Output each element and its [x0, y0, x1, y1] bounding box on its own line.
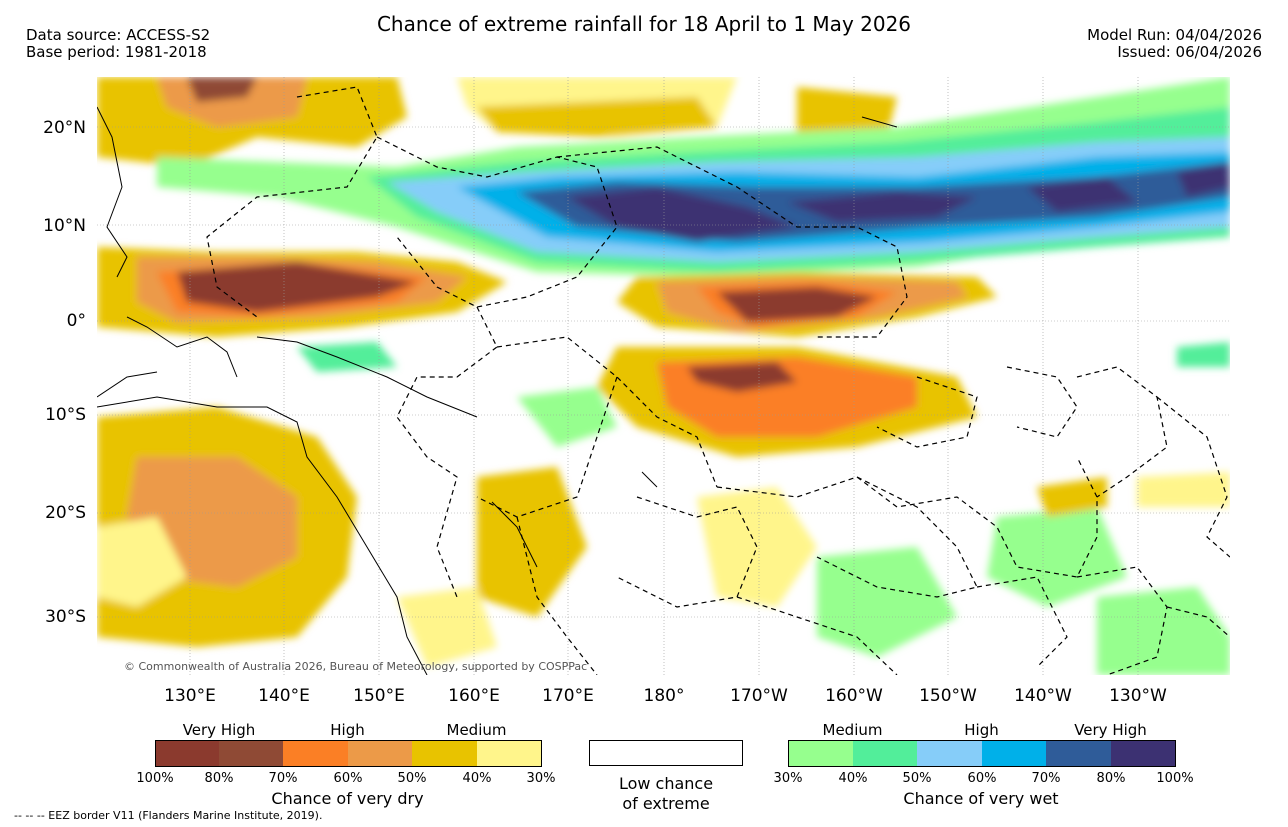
low-chance-line2: of extreme: [622, 794, 710, 813]
lat-label-20s: 20°S: [45, 503, 86, 523]
lon-label-170e: 170°E: [542, 686, 594, 706]
model-run-info: Model Run: 04/04/2026 Issued: 06/04/2026: [1087, 27, 1262, 61]
dry-caption: Chance of very dry: [271, 789, 424, 808]
wet-swatch-4: [1046, 740, 1111, 766]
dry-header-very-high: Very High: [182, 721, 256, 739]
wet-swatch-1: [853, 740, 917, 766]
low-chance-swatch: [589, 740, 743, 766]
wet-tick-4: 70%: [1031, 771, 1061, 786]
map-title: Chance of extreme rainfall for 18 April …: [376, 12, 912, 36]
copyright-credit: © Commonwealth of Australia 2026, Bureau…: [124, 660, 588, 673]
base-period-text: Base period: 1981-2018: [26, 43, 207, 61]
dry-swatch-2: [283, 740, 348, 766]
wet-tick-3: 60%: [967, 771, 997, 786]
lon-label-160e: 160°E: [448, 686, 500, 706]
wet-tick-6: 100%: [1156, 771, 1194, 786]
dry-tick-2: 70%: [268, 771, 298, 786]
dry-tick-3: 60%: [333, 771, 363, 786]
data-source-info: Data source: ACCESS-S2 Base period: 1981…: [26, 27, 210, 61]
lat-label-10s: 10°S: [45, 405, 86, 425]
lon-label-130w: 130°W: [1109, 686, 1167, 706]
coastlines: [97, 106, 898, 675]
low-chance-label: Low chance of extreme: [589, 774, 743, 814]
dry-colorbar-frame: [155, 740, 542, 767]
wet-tick-0: 30%: [773, 771, 803, 786]
wet-caption: Chance of very wet: [903, 789, 1059, 808]
graticule: [97, 77, 1230, 675]
wet-tick-2: 50%: [902, 771, 932, 786]
wet-header-high: High: [964, 721, 999, 739]
dry-tick-0: 100%: [136, 771, 174, 786]
low-chance-line1: Low chance: [618, 774, 714, 793]
dry-swatch-3: [348, 740, 412, 766]
dry-swatch-5: [477, 740, 541, 766]
lat-label-20n: 20°N: [43, 118, 86, 138]
lon-label-150e: 150°E: [353, 686, 405, 706]
wet-swatch-0: [788, 740, 853, 766]
lon-label-180: 180°: [643, 686, 685, 706]
wet-tick-5: 80%: [1096, 771, 1126, 786]
dry-tick-5: 40%: [462, 771, 492, 786]
wet-header-medium: Medium: [822, 721, 883, 739]
wet-tick-1: 40%: [838, 771, 868, 786]
eez-borders: [206, 86, 1230, 675]
lon-label-150w: 150°W: [919, 686, 977, 706]
dry-swatch-1: [219, 740, 283, 766]
dry-tick-6: 30%: [526, 771, 556, 786]
data-source-text: Data source: ACCESS-S2: [26, 26, 211, 44]
lat-label-10n: 10°N: [43, 216, 86, 236]
lon-label-160w: 160°W: [825, 686, 883, 706]
dry-swatch-0: [155, 740, 219, 766]
rainfall-map: [97, 77, 1230, 675]
lon-label-170w: 170°W: [730, 686, 788, 706]
wet-swatch-3: [982, 740, 1046, 766]
lon-label-130e: 130°E: [164, 686, 216, 706]
dry-swatch-4: [412, 740, 477, 766]
lat-label-0: 0°: [66, 311, 86, 331]
wet-swatch-5: [1111, 740, 1175, 766]
dry-tick-1: 80%: [204, 771, 234, 786]
wet-colorbar-frame: [788, 740, 1176, 767]
model-run-text: Model Run: 04/04/2026: [1087, 26, 1262, 44]
lat-label-30s: 30°S: [45, 607, 86, 627]
issued-text: Issued: 06/04/2026: [1117, 43, 1262, 61]
dry-header-high: High: [330, 721, 365, 739]
eez-footnote: -- -- -- EEZ border V11 (Flanders Marine…: [14, 809, 323, 822]
dry-header-medium: Medium: [446, 721, 507, 739]
lon-label-140e: 140°E: [258, 686, 310, 706]
rainfall-field: [97, 77, 1230, 675]
dry-tick-4: 50%: [397, 771, 427, 786]
wet-swatch-2: [917, 740, 982, 766]
lon-label-140w: 140°W: [1014, 686, 1072, 706]
wet-header-very-high: Very High: [1074, 721, 1147, 739]
